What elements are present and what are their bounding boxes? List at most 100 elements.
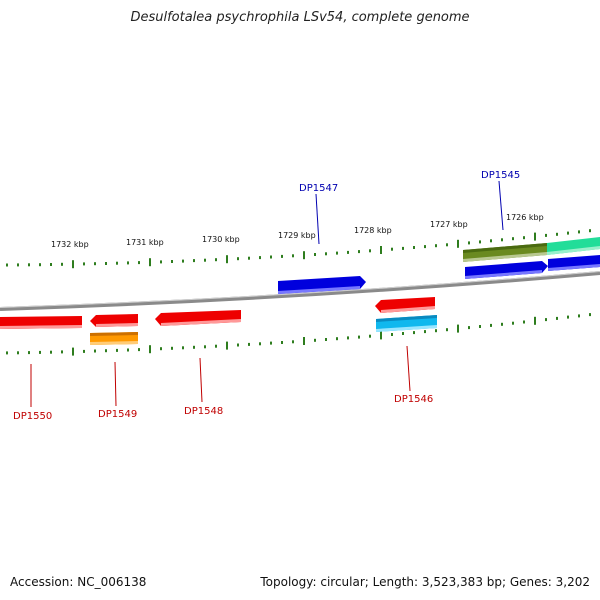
gene-dp1548[interactable] — [155, 310, 241, 326]
minor-tick — [369, 334, 371, 338]
minor-tick — [193, 259, 195, 263]
major-tick — [149, 345, 151, 354]
scale-label-1729: 1729 kbp — [278, 231, 316, 240]
minor-tick — [50, 350, 52, 354]
minor-tick — [391, 247, 393, 251]
minor-tick — [237, 257, 239, 261]
minor-tick — [116, 348, 118, 352]
label-dp1549[interactable]: DP1549 — [98, 409, 137, 420]
gene-forward-edge[interactable] — [548, 255, 600, 271]
minor-tick — [116, 261, 118, 265]
minor-tick — [424, 245, 426, 249]
minor-tick — [468, 326, 470, 330]
minor-tick — [171, 346, 173, 350]
leader-dp1547 — [315, 193, 320, 245]
major-tick — [534, 232, 536, 241]
minor-tick — [435, 244, 437, 248]
minor-tick — [127, 348, 129, 352]
minor-tick — [215, 258, 217, 262]
gene-green-block[interactable] — [547, 237, 600, 255]
minor-tick — [138, 348, 140, 352]
minor-tick — [578, 230, 580, 234]
minor-tick — [314, 338, 316, 342]
minor-tick — [347, 336, 349, 340]
minor-tick — [171, 260, 173, 263]
scale-ticks-bottom — [6, 313, 591, 356]
minor-tick — [39, 263, 41, 267]
genome-backbone — [0, 271, 600, 311]
minor-tick — [325, 338, 327, 341]
minor-tick — [160, 347, 162, 351]
minor-tick — [413, 246, 415, 249]
major-tick — [534, 316, 536, 325]
minor-tick — [259, 342, 261, 346]
minor-tick — [281, 254, 283, 258]
minor-tick — [479, 240, 481, 244]
minor-tick — [6, 263, 8, 267]
minor-tick — [270, 255, 272, 259]
minor-tick — [325, 252, 327, 256]
minor-tick — [281, 341, 283, 344]
minor-tick — [94, 262, 96, 266]
genome-backbone-highlight — [0, 271, 600, 308]
minor-tick — [28, 263, 30, 267]
scale-label-1727: 1727 kbp — [430, 220, 468, 229]
minor-tick — [259, 256, 261, 260]
major-tick — [303, 337, 305, 345]
minor-tick — [358, 335, 360, 339]
gene-dp1549-orange[interactable] — [90, 332, 138, 345]
minor-tick — [391, 333, 393, 336]
minor-tick — [193, 345, 195, 349]
minor-tick — [28, 351, 30, 355]
gene-dp1545[interactable] — [465, 261, 548, 279]
label-dp1548[interactable]: DP1548 — [184, 406, 223, 417]
major-tick — [226, 255, 228, 264]
label-dp1547[interactable]: DP1547 — [299, 183, 338, 194]
leader-dp1546 — [406, 345, 411, 392]
minor-tick — [160, 260, 162, 264]
major-tick — [303, 251, 305, 260]
minor-tick — [83, 262, 85, 266]
minor-tick — [545, 233, 547, 237]
label-dp1545[interactable]: DP1545 — [481, 170, 520, 181]
minor-tick — [105, 349, 107, 353]
minor-tick — [424, 330, 426, 334]
label-dp1546[interactable]: DP1546 — [394, 394, 433, 405]
minor-tick — [490, 239, 492, 243]
minor-tick — [523, 320, 525, 324]
label-dp1550[interactable]: DP1550 — [13, 411, 52, 422]
minor-tick — [314, 253, 316, 256]
minor-tick — [556, 232, 558, 236]
gene-olive-block[interactable] — [463, 243, 547, 262]
gene-dp1549[interactable] — [90, 314, 138, 327]
minor-tick — [490, 323, 492, 327]
minor-tick — [182, 259, 184, 263]
major-tick — [457, 324, 459, 333]
major-tick — [72, 260, 74, 269]
genome-summary-text: Topology: circular; Length: 3,523,383 bp… — [260, 575, 590, 589]
minor-tick — [402, 332, 404, 335]
minor-tick — [402, 246, 404, 250]
minor-tick — [336, 337, 338, 341]
leader-dp1545 — [498, 180, 504, 231]
scale-label-1731: 1731 kbp — [126, 238, 164, 247]
gene-dp1550[interactable] — [0, 316, 82, 329]
minor-tick — [292, 340, 294, 344]
minor-tick — [248, 256, 250, 260]
scale-ticks-top — [6, 229, 591, 269]
gene-dp1547[interactable] — [278, 276, 366, 294]
minor-tick — [292, 254, 294, 258]
scale-label-1730: 1730 kbp — [202, 235, 240, 244]
scale-label-1732: 1732 kbp — [51, 240, 89, 249]
minor-tick — [204, 345, 206, 349]
gene-dp1546-cyan[interactable] — [376, 315, 437, 332]
minor-tick — [61, 350, 63, 354]
gene-dp1546[interactable] — [375, 297, 435, 313]
major-tick — [226, 341, 228, 350]
leader-dp1548 — [199, 357, 203, 403]
minor-tick — [237, 343, 239, 347]
scale-label-1726: 1726 kbp — [506, 213, 544, 222]
minor-tick — [589, 229, 591, 233]
minor-tick — [501, 322, 503, 326]
